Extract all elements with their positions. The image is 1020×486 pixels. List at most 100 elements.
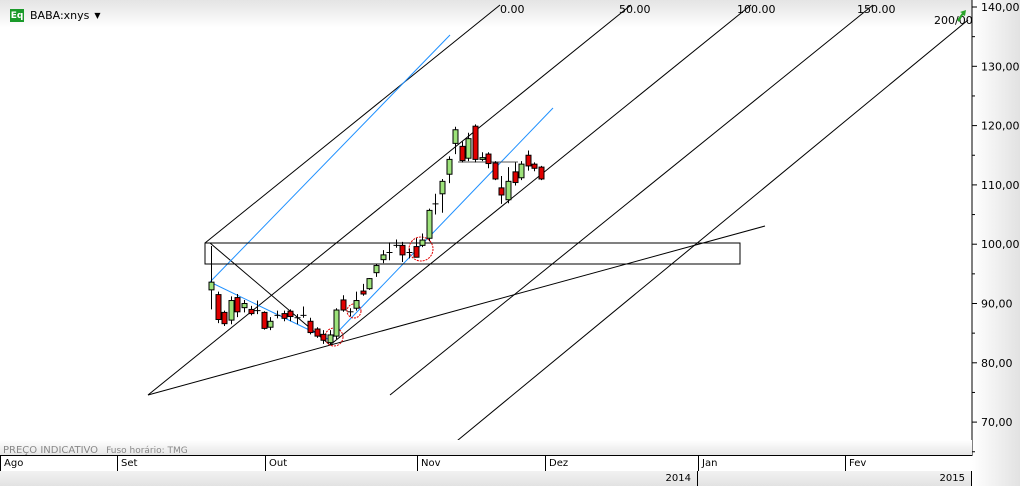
candle — [274, 310, 281, 319]
candles — [208, 124, 545, 346]
candle — [333, 308, 340, 340]
candle — [380, 250, 387, 264]
fan-label: 200/00 — [934, 14, 973, 27]
chart-header — [0, 0, 972, 28]
candle — [261, 311, 268, 330]
candle — [208, 245, 215, 310]
candle — [492, 161, 499, 181]
candle-body — [518, 163, 525, 179]
candle — [393, 239, 400, 248]
candle — [347, 308, 354, 317]
candle-body — [525, 154, 532, 167]
candle-body — [366, 278, 373, 290]
candle — [505, 167, 512, 204]
candle — [413, 238, 420, 258]
fan-line-0 — [204, 4, 501, 244]
candle-body — [353, 300, 360, 309]
symbol-selector[interactable]: Eq BABA:xnys ▼ — [10, 9, 101, 22]
candle-body — [234, 297, 241, 313]
candle — [228, 296, 235, 325]
candle-body — [373, 265, 380, 274]
month-label: Jan — [698, 456, 845, 471]
timezone-label: Fuso horário: TMG — [106, 446, 188, 456]
candle — [439, 178, 446, 213]
candle — [340, 295, 347, 312]
fan-line-200 — [451, 19, 969, 446]
candle — [327, 330, 334, 346]
candle — [373, 263, 380, 277]
candle-body — [419, 239, 426, 246]
candle — [426, 208, 433, 242]
candle-body — [472, 125, 479, 160]
candle — [241, 299, 248, 313]
candle-body — [208, 281, 215, 291]
candle — [248, 305, 255, 316]
month-label: Dez — [545, 456, 698, 471]
month-axis[interactable]: Ago Set Out Nov Dez Jan Fev — [0, 455, 972, 472]
candle — [419, 233, 426, 248]
candle-body — [241, 303, 248, 309]
candle — [300, 306, 307, 318]
candle — [465, 132, 472, 162]
candle-body — [287, 310, 294, 318]
trend-line — [147, 225, 766, 396]
candle — [498, 176, 505, 204]
candle — [432, 193, 439, 215]
candle-body — [505, 180, 512, 201]
month-label: Out — [265, 456, 417, 471]
candle-body — [399, 244, 406, 256]
candle-body — [267, 320, 274, 328]
candle-body — [248, 308, 255, 315]
candle-body — [327, 334, 334, 344]
candle — [307, 317, 314, 335]
candle — [446, 156, 453, 184]
fan-line-150 — [389, 4, 874, 396]
fan-label: 50.00 — [619, 3, 651, 16]
candle — [512, 162, 519, 186]
candle-body — [459, 145, 466, 162]
y-tick-label: 120,00 — [981, 120, 1020, 133]
month-label: Nov — [417, 456, 545, 471]
price-note: PREÇO INDICATIVO — [3, 445, 99, 456]
chart-info: PREÇO INDICATIVO Fuso horário: TMG — [3, 445, 188, 456]
candle-body — [333, 309, 340, 337]
candle-body — [426, 209, 433, 239]
candle — [538, 165, 545, 181]
month-label: Fev — [845, 456, 972, 471]
candle — [452, 126, 459, 155]
candle-body — [380, 254, 387, 261]
candle-body — [465, 138, 472, 159]
y-tick-label: 90,00 — [981, 298, 1013, 311]
drawings — [147, 4, 969, 446]
candle — [525, 150, 532, 171]
fan-line-50 — [147, 4, 632, 396]
candle — [234, 294, 241, 318]
caret-down-icon: ▼ — [94, 11, 101, 20]
candle — [215, 291, 222, 324]
candle-body — [281, 313, 288, 319]
price-axis[interactable] — [972, 0, 1020, 486]
blue-channel-line — [329, 107, 554, 341]
y-axis: 140,00 130,00 120,00 110,00 100,00 90,00 80,00… — [972, 1, 1020, 453]
candle — [353, 291, 360, 311]
candle-body — [446, 158, 453, 175]
candle-body — [221, 311, 228, 325]
candle-body — [485, 153, 492, 165]
candle-body — [340, 299, 347, 311]
candle-body — [498, 187, 505, 196]
resistance-box — [204, 242, 741, 265]
candle-body — [439, 180, 446, 195]
candle — [314, 327, 321, 338]
candle — [360, 283, 367, 296]
candle — [320, 330, 327, 344]
candle-body — [479, 157, 486, 160]
candle — [287, 309, 294, 322]
y-tick-label: 70,00 — [981, 416, 1013, 429]
candle-body — [492, 162, 499, 180]
price-chart[interactable]: 0.00 50.00 100.00 150.00 200/00 140,00 130,00… — [0, 0, 1020, 456]
year-axis: 2014 2015 — [0, 471, 972, 486]
footer-strip — [0, 440, 972, 455]
green-arrow-icon — [957, 10, 966, 22]
highlight-circle — [346, 303, 362, 319]
candle — [221, 310, 228, 327]
